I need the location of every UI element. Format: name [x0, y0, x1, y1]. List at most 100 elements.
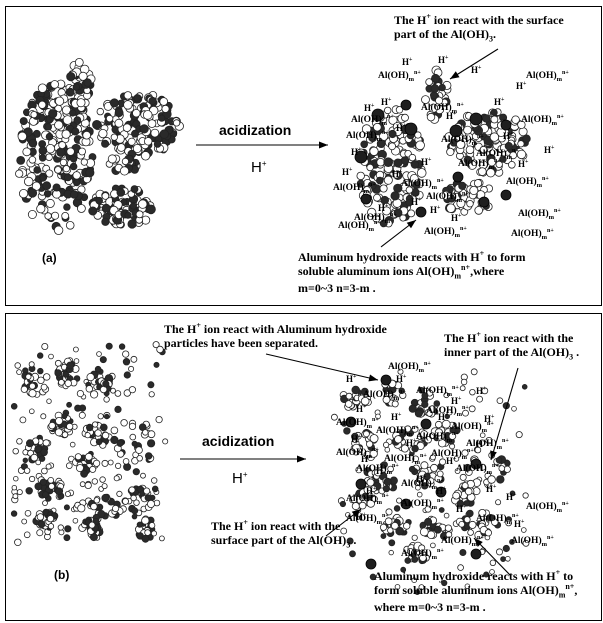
panel-a-pointer-bottom [380, 219, 417, 248]
panel-a-artwork [15, 48, 531, 248]
particle-cluster [421, 65, 452, 124]
particle-cluster [381, 379, 407, 408]
particle-cluster [452, 508, 499, 540]
ion-label: Al(OH)mn+ [346, 492, 389, 506]
ion-label: Al(OH)mn+ [526, 69, 569, 83]
particle-cluster [403, 541, 430, 565]
panel-a: (a) acidization H+ The H+ ion react with… [5, 6, 602, 306]
particle-cluster [81, 421, 119, 449]
ion-label: Al(OH)mn+ [346, 512, 389, 526]
particle-cluster [391, 425, 432, 453]
panel-b-note-top-left: The H+ ion react with Aluminum hydroxide… [164, 321, 387, 351]
proton-label: H+ [381, 97, 392, 107]
ion-label: Al(OH)mn+ [376, 424, 419, 438]
ion-label: Al(OH)mn+ [476, 512, 519, 526]
proton-label: H+ [356, 404, 367, 414]
panel-a-reaction-arrow [196, 141, 328, 149]
ion-label: Al(OH)mn+ [333, 181, 376, 195]
proton-label: H+ [378, 203, 389, 213]
panel-a-label: (a) [42, 251, 57, 265]
ion-label: Al(OH)mn+ [363, 388, 406, 402]
proton-label: H+ [411, 197, 422, 207]
ion-label: Al(OH)mn+ [458, 157, 501, 171]
proton-label: H+ [484, 414, 495, 424]
ion-label: Al(OH)mn+ [506, 175, 549, 189]
particle-cluster [92, 91, 184, 161]
panel-b-note-mid: The H+ ion react with the surface part o… [211, 518, 357, 550]
ion-label: Al(OH)mn+ [511, 534, 554, 548]
particle-cluster [339, 385, 372, 411]
ion-label: Al(OH)mn+ [401, 177, 444, 191]
ion-label: Al(OH)mn+ [336, 446, 379, 460]
ion-label: Al(OH)mn+ [416, 430, 459, 444]
proton-label: H+ [366, 486, 377, 496]
particle-cluster [72, 452, 101, 478]
proton-label: H+ [396, 123, 407, 133]
proton-label: H+ [351, 147, 362, 157]
particle-cluster [110, 419, 156, 476]
panel-b: (b) acidization H+ The H+ ion react with… [5, 313, 602, 621]
ion-label: Al(OH)mn+ [456, 462, 499, 476]
ion-label: Al(OH)mn+ [388, 360, 431, 374]
ion-label: Al(OH)mn+ [451, 420, 494, 434]
ion-label: Al(OH)mn+ [526, 500, 569, 514]
particle-cluster [88, 184, 156, 229]
panel-b-reaction-arrow [180, 455, 306, 463]
proton-label: H+ [438, 55, 449, 65]
ion-label: Al(OH)mn+ [384, 452, 427, 466]
ion-label: Al(OH)mn+ [401, 497, 444, 511]
particle-cluster [22, 434, 50, 464]
proton-label: H+ [406, 438, 417, 448]
particle-cluster [65, 58, 96, 113]
panel-a-pointer-top [449, 48, 499, 80]
proton-label: H+ [506, 492, 517, 502]
particle-cluster [73, 493, 124, 524]
panel-b-note-top-right: The H+ ion react with the inner part of … [444, 330, 580, 362]
ion-label: Al(OH)mn+ [356, 462, 399, 476]
proton-label: H+ [364, 103, 375, 113]
ion-label: Al(OH)mn+ [336, 416, 379, 430]
ion-label: Al(OH)mn+ [511, 227, 554, 241]
ion-label: Al(OH)mn+ [378, 69, 421, 83]
proton-label: H+ [514, 519, 525, 529]
proton-label: H+ [391, 412, 402, 422]
proton-label: H+ [356, 512, 367, 522]
particle-cluster [32, 508, 59, 530]
ion-label: Al(OH)mn+ [441, 133, 484, 147]
proton-label: H+ [392, 169, 403, 179]
proton-label: H+ [451, 213, 462, 223]
particle-cluster [363, 465, 398, 495]
large-particles [354, 99, 512, 218]
particle-cluster [78, 516, 104, 542]
panel-b-pointer-mid [325, 508, 362, 537]
ion-label: Al(OH)mn+ [431, 447, 474, 461]
ion-label: Al(OH)mn+ [441, 534, 484, 548]
proton-label: H+ [486, 484, 497, 494]
proton-label: H+ [446, 111, 457, 121]
ion-label: Al(OH)mn+ [401, 477, 444, 491]
panel-b-artwork [10, 341, 530, 596]
proton-label: H+ [518, 159, 529, 169]
panel-b-pointer-bottom [473, 537, 512, 577]
ion-label: Al(OH)mn+ [351, 113, 394, 127]
panel-b-pointer-top-right [490, 367, 519, 461]
panel-a-arrow-label: acidization [219, 122, 292, 138]
particle-cluster [15, 79, 97, 236]
particle-cluster [54, 357, 81, 390]
ion-label: Al(OH)mn+ [421, 101, 464, 115]
particle-cluster [444, 108, 531, 178]
particle-cluster [34, 477, 65, 502]
ion-label: Al(OH)mn+ [518, 207, 561, 221]
panel-a-reagent: H+ [251, 159, 267, 176]
proton-label: H+ [471, 65, 482, 75]
ion-label: Al(OH)mn+ [426, 404, 469, 418]
proton-label: H+ [503, 131, 514, 141]
ion-label: Al(OH)mn+ [416, 384, 459, 398]
particle-cluster [441, 178, 493, 216]
proton-label: H+ [421, 157, 432, 167]
proton-label: H+ [361, 454, 372, 464]
proton-label: H+ [494, 97, 505, 107]
proton-label: H+ [342, 167, 353, 177]
panel-b-reagent: H+ [232, 470, 248, 487]
proton-label: H+ [476, 439, 487, 449]
